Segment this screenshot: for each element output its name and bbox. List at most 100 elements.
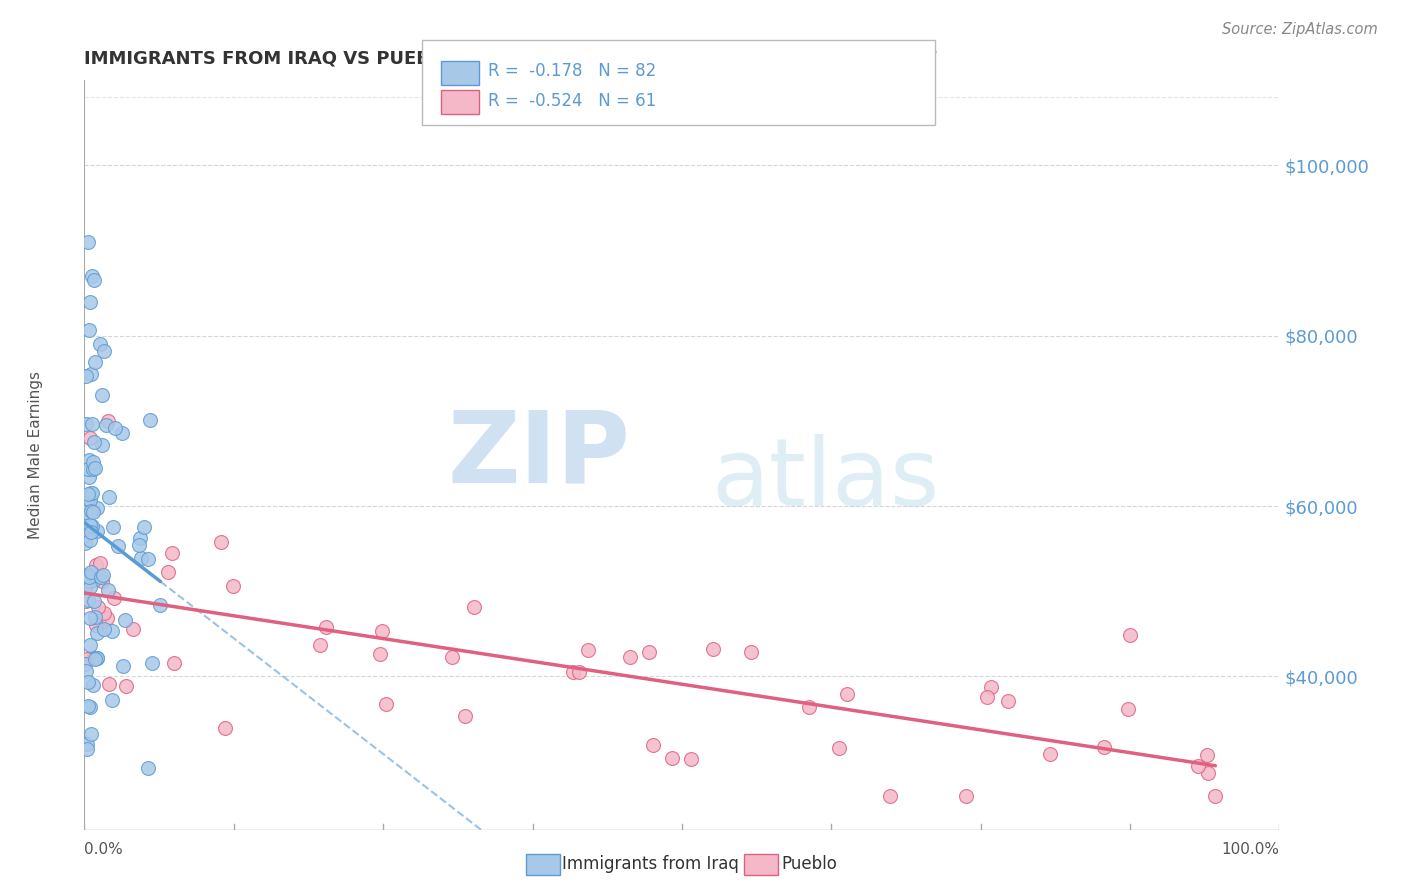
Point xyxy=(1039,747,1062,762)
Point xyxy=(93,343,115,358)
Text: 0.0%: 0.0% xyxy=(84,842,124,857)
Point xyxy=(82,455,104,469)
Point xyxy=(73,657,96,672)
Point xyxy=(79,570,101,584)
Point xyxy=(84,651,107,665)
Point xyxy=(86,501,108,516)
Point xyxy=(75,369,97,384)
Point xyxy=(77,567,100,582)
Point xyxy=(83,273,105,287)
Point xyxy=(82,462,104,476)
Point xyxy=(83,434,105,449)
Text: 100.0%: 100.0% xyxy=(1222,842,1279,857)
Point xyxy=(128,538,150,552)
Point xyxy=(82,677,104,691)
Point xyxy=(82,650,104,665)
Point xyxy=(86,651,108,665)
Point xyxy=(77,487,100,501)
Point xyxy=(80,485,103,500)
Point xyxy=(79,431,101,445)
Point xyxy=(214,721,236,735)
Point xyxy=(90,570,112,584)
Point xyxy=(955,789,977,803)
Text: IMMIGRANTS FROM IRAQ VS PUEBLO MEDIAN MALE EARNINGS CORRELATION CHART: IMMIGRANTS FROM IRAQ VS PUEBLO MEDIAN MA… xyxy=(84,50,936,68)
Point xyxy=(1119,628,1142,642)
Point xyxy=(129,531,152,545)
Point xyxy=(638,645,661,659)
Point xyxy=(87,599,110,614)
Point xyxy=(1195,747,1218,762)
Text: Immigrants from Iraq: Immigrants from Iraq xyxy=(562,855,740,873)
Point xyxy=(82,505,104,519)
Point xyxy=(679,752,702,766)
Point xyxy=(1092,739,1115,754)
Point xyxy=(441,650,464,665)
Point xyxy=(79,700,101,714)
Point xyxy=(101,624,124,638)
Point xyxy=(79,565,101,579)
Point xyxy=(86,524,108,538)
Point xyxy=(101,693,124,707)
Point xyxy=(76,462,98,476)
Point xyxy=(879,789,901,803)
Point xyxy=(156,565,179,579)
Point xyxy=(104,421,127,435)
Text: R =  -0.178   N = 82: R = -0.178 N = 82 xyxy=(488,62,657,80)
Point xyxy=(76,737,98,751)
Point xyxy=(96,611,118,625)
Point xyxy=(797,699,820,714)
Point xyxy=(75,505,97,519)
Point xyxy=(1187,758,1209,772)
Point xyxy=(1116,702,1139,716)
Point xyxy=(740,645,762,659)
Point xyxy=(79,580,101,594)
Point xyxy=(89,337,111,351)
Point xyxy=(77,496,100,510)
Point xyxy=(76,592,98,607)
Point xyxy=(97,677,120,691)
Point xyxy=(83,594,105,608)
Point xyxy=(112,659,135,673)
Point xyxy=(121,622,143,636)
Text: Median Male Earnings: Median Male Earnings xyxy=(28,371,42,539)
Point xyxy=(79,517,101,532)
Point xyxy=(91,438,114,452)
Point xyxy=(149,598,172,612)
Point xyxy=(163,657,186,671)
Point xyxy=(80,518,103,533)
Point xyxy=(79,533,101,547)
Point xyxy=(222,579,245,593)
Point xyxy=(97,582,120,597)
Point xyxy=(997,693,1019,707)
Point xyxy=(561,665,583,679)
Point xyxy=(89,556,111,570)
Point xyxy=(93,568,115,582)
Point xyxy=(103,591,125,605)
Point xyxy=(463,600,485,615)
Point xyxy=(73,528,96,542)
Point xyxy=(80,417,103,431)
Point xyxy=(837,687,859,701)
Point xyxy=(980,680,1002,694)
Point xyxy=(976,690,998,705)
Point xyxy=(136,552,159,566)
Point xyxy=(83,573,105,587)
Point xyxy=(315,620,337,634)
Point xyxy=(77,574,100,588)
Point xyxy=(77,453,100,467)
Point xyxy=(94,418,117,433)
Point xyxy=(93,622,115,636)
Point xyxy=(97,490,120,504)
Point xyxy=(80,486,103,500)
Point xyxy=(79,367,101,381)
Point xyxy=(75,536,97,550)
Point xyxy=(84,558,107,573)
Point xyxy=(76,652,98,666)
Point xyxy=(91,574,114,588)
Text: atlas: atlas xyxy=(711,434,939,526)
Point xyxy=(141,656,163,670)
Point xyxy=(80,504,103,518)
Point xyxy=(107,539,129,553)
Point xyxy=(578,643,600,657)
Point xyxy=(101,520,124,534)
